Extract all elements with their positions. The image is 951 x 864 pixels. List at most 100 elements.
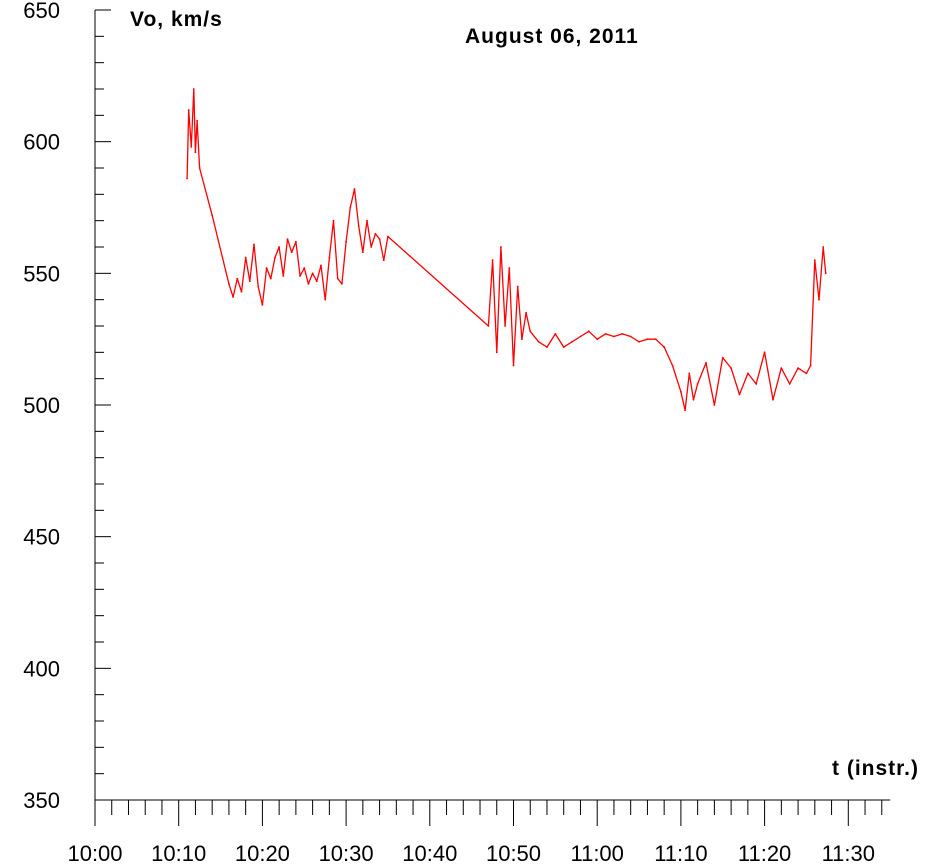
velocity-data-point [186, 177, 188, 180]
velocity-data-point [311, 272, 314, 275]
velocity-data-point [187, 109, 190, 111]
velocity-data-point [487, 325, 490, 327]
velocity-data-point [805, 372, 808, 375]
velocity-data-point [345, 240, 347, 243]
velocity-data-point [299, 275, 301, 277]
velocity-data-point [562, 346, 565, 348]
velocity-data-point [341, 282, 343, 285]
velocity-data-point [638, 340, 640, 343]
y-tick-label: 450 [23, 525, 60, 550]
x-tick-label: 10:30 [319, 841, 374, 864]
velocity-data-point [613, 335, 615, 338]
velocity-data-point [500, 246, 502, 248]
x-tick-label: 11:20 [738, 841, 791, 864]
velocity-data-point [248, 280, 251, 283]
velocity-data-point [387, 235, 389, 238]
y-tick-label: 500 [23, 393, 60, 418]
velocity-data-point [596, 338, 599, 341]
velocity-data-point [763, 351, 766, 354]
velocity-data-point [688, 372, 691, 375]
velocity-data-point [315, 280, 318, 283]
velocity-data-point [211, 214, 214, 217]
y-tick-label: 550 [23, 261, 60, 286]
velocity-data-point [257, 285, 260, 288]
velocity-data-point [579, 335, 582, 338]
velocity-data-point [324, 298, 327, 301]
velocity-data-point [755, 383, 758, 385]
velocity-data-point [554, 333, 557, 335]
velocity-data-point [721, 356, 724, 359]
velocity-data-point [822, 246, 825, 248]
velocity-data-point [361, 251, 364, 254]
velocity-data-point [286, 238, 289, 241]
velocity-data-point [198, 167, 201, 169]
velocity-data-point [274, 256, 276, 259]
velocity-data-point [646, 338, 649, 341]
velocity-data-point [504, 325, 507, 327]
velocity-data-point [713, 404, 716, 406]
velocity-data-point [571, 340, 573, 343]
x-tick-label: 11:00 [570, 841, 623, 864]
velocity-data-point [692, 398, 695, 401]
velocity-data-point [621, 333, 624, 335]
velocity-data-point [194, 151, 197, 154]
velocity-data-point [520, 338, 523, 341]
chart-title: August 06, 2011 [465, 25, 639, 48]
velocity-data-point [587, 330, 590, 333]
velocity-data-point [788, 383, 791, 385]
velocity-data-point [307, 282, 310, 285]
velocity-data-point [320, 264, 322, 267]
velocity-data-point [357, 225, 360, 227]
x-tick-label: 10:40 [402, 841, 457, 864]
velocity-data-point [370, 246, 373, 248]
velocity-data-point [738, 393, 741, 396]
y-axis-label: Vo, km/s [130, 8, 223, 31]
velocity-data-point [495, 351, 498, 354]
velocity-data-point [809, 364, 812, 367]
axes: 350 400 450 500 550 600 650 10:00 10:10 10:20 10:3… [23, 0, 891, 864]
velocity-data-point [374, 232, 377, 235]
velocity-data-point [491, 259, 494, 262]
velocity-data-point [378, 238, 381, 241]
velocity-data-point [244, 256, 247, 259]
velocity-data-point [663, 346, 666, 348]
velocity-data-point [824, 272, 827, 275]
velocity-data-point [290, 251, 293, 254]
velocity-data-point [730, 367, 733, 370]
velocity-data-point [278, 246, 281, 248]
velocity-data-point [746, 372, 749, 375]
x-tick-label: 11:30 [822, 841, 875, 864]
y-tick-label: 650 [23, 0, 60, 23]
velocity-data-point [516, 285, 519, 288]
x-tick-label: 11:10 [654, 841, 707, 864]
velocity-series-line [186, 88, 827, 411]
velocity-data-point [508, 267, 511, 269]
y-tick-label: 400 [23, 656, 60, 681]
velocity-data-point [813, 259, 816, 262]
velocity-data-point [353, 188, 356, 190]
velocity-data-point [797, 367, 799, 370]
velocity-data-point [705, 361, 707, 364]
velocity-data-point [818, 298, 820, 301]
x-tick-label: 10:20 [235, 841, 290, 864]
velocity-data-point [525, 311, 527, 314]
x-tick-label: 10:10 [151, 841, 206, 864]
velocity-data-point [253, 243, 255, 246]
x-axis-label: t (instr.) [832, 757, 919, 780]
velocity-data-point [232, 296, 235, 298]
x-tick-label: 10:50 [486, 841, 541, 864]
velocity-data-point [261, 304, 264, 306]
y-tick-label: 350 [23, 788, 60, 813]
velocity-data-point [265, 267, 268, 269]
velocity-data-point [328, 256, 331, 259]
velocity-data-point [382, 259, 385, 262]
velocity-data-point [196, 119, 199, 122]
y-tick-label: 600 [23, 130, 60, 155]
velocity-data-point [546, 346, 548, 348]
velocity-data-point [529, 330, 532, 333]
velocity-data-point [332, 219, 335, 222]
velocity-data-point [684, 409, 686, 412]
velocity-data-point [512, 364, 515, 367]
velocity-data-point [269, 277, 272, 280]
